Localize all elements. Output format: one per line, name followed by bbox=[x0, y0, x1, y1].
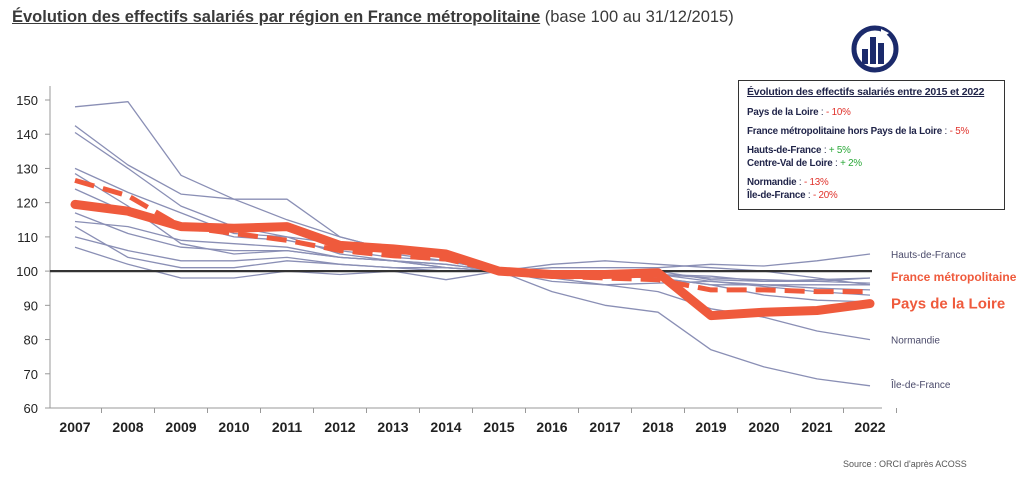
series-end-label: Hauts-de-France bbox=[891, 250, 966, 261]
x-tick-label: 2020 bbox=[748, 419, 779, 435]
series-end-label: Île-de-France bbox=[890, 378, 951, 391]
x-tick-label: 2018 bbox=[642, 419, 673, 435]
summary-region-name: France métropolitaine hors Pays de la Lo… bbox=[747, 126, 943, 137]
chart-title: Évolution des effectifs salariés par rég… bbox=[12, 8, 734, 27]
series-line-region bbox=[74, 246, 870, 286]
summary-row: Île-de-France : - 20% bbox=[747, 189, 996, 202]
series-line-region bbox=[74, 212, 871, 283]
summary-region-name: Centre-Val de Loire bbox=[747, 158, 833, 169]
series-end-label: Pays de la Loire bbox=[891, 296, 1005, 313]
summary-sep: : bbox=[818, 107, 826, 118]
y-tick-label: 90 bbox=[24, 298, 38, 313]
y-tick-label: 60 bbox=[24, 401, 38, 416]
source-note: Source : ORCI d'après ACOSS bbox=[843, 459, 967, 469]
y-tick-label: 130 bbox=[16, 161, 38, 176]
title-main: Évolution des effectifs salariés par rég… bbox=[12, 8, 541, 26]
x-tick-label: 2017 bbox=[589, 419, 620, 435]
x-tick-label: 2014 bbox=[430, 419, 461, 435]
summary-value: - 5% bbox=[949, 126, 970, 137]
x-tick-label: 2011 bbox=[272, 419, 303, 435]
title-suffix: (base 100 au 31/12/2015) bbox=[540, 8, 734, 26]
summary-heading: Évolution des effectifs salariés entre 2… bbox=[747, 86, 985, 98]
x-tick-label: 2007 bbox=[59, 419, 90, 435]
summary-sep: : bbox=[821, 145, 829, 156]
y-tick-label: 120 bbox=[16, 196, 38, 211]
summary-row: France métropolitaine hors Pays de la Lo… bbox=[747, 125, 996, 138]
series-end-label: Normandie bbox=[891, 336, 940, 347]
summary-row: Centre-Val de Loire : + 2% bbox=[747, 157, 996, 170]
summary-region-name: Pays de la Loire bbox=[747, 107, 819, 118]
x-tick-label: 2008 bbox=[112, 419, 143, 435]
y-tick-label: 70 bbox=[24, 367, 38, 382]
x-tick-label: 2021 bbox=[801, 419, 832, 435]
summary-value: + 2% bbox=[840, 158, 862, 169]
y-tick-label: 110 bbox=[17, 230, 38, 245]
y-tick-label: 100 bbox=[16, 264, 38, 279]
summary-value: - 13% bbox=[803, 177, 829, 188]
series-line-region bbox=[74, 220, 871, 291]
x-tick-label: 2016 bbox=[536, 419, 567, 435]
summary-region-name: Île-de-France bbox=[747, 190, 806, 201]
x-tick-label: 2012 bbox=[324, 419, 355, 435]
y-tick-label: 80 bbox=[24, 333, 38, 348]
summary-region-name: Normandie bbox=[747, 177, 797, 188]
series-line-pays-de-la-loire bbox=[70, 199, 875, 321]
series-end-label: France métropolitaine bbox=[891, 270, 1017, 284]
summary-value: - 10% bbox=[825, 107, 851, 118]
summary-value: + 5% bbox=[828, 145, 851, 156]
summary-sep: : bbox=[832, 158, 841, 169]
y-tick-label: 140 bbox=[16, 127, 38, 142]
x-tick-label: 2015 bbox=[483, 419, 514, 435]
summary-region-name: Hauts-de-France bbox=[747, 145, 822, 156]
y-tick-label: 150 bbox=[16, 93, 38, 108]
summary-value: - 20% bbox=[812, 190, 838, 201]
summary-sep: : bbox=[796, 177, 804, 188]
x-tick-label: 2013 bbox=[377, 419, 408, 435]
summary-box: Évolution des effectifs salariés entre 2… bbox=[738, 80, 1005, 210]
x-tick-label: 2010 bbox=[218, 419, 249, 435]
orci-logo-icon bbox=[851, 25, 899, 73]
x-tick-label: 2022 bbox=[854, 419, 885, 435]
summary-row: Pays de la Loire : - 10% bbox=[747, 106, 996, 119]
summary-sep: : bbox=[805, 190, 813, 201]
x-tick-label: 2019 bbox=[695, 419, 726, 435]
summary-groups: Pays de la Loire : - 10% France métropoli… bbox=[747, 106, 996, 202]
summary-row: Hauts-de-France : + 5% bbox=[747, 144, 996, 157]
summary-sep: : bbox=[942, 126, 950, 137]
x-tick-label: 2009 bbox=[165, 419, 196, 435]
summary-row: Normandie : - 13% bbox=[747, 176, 996, 189]
